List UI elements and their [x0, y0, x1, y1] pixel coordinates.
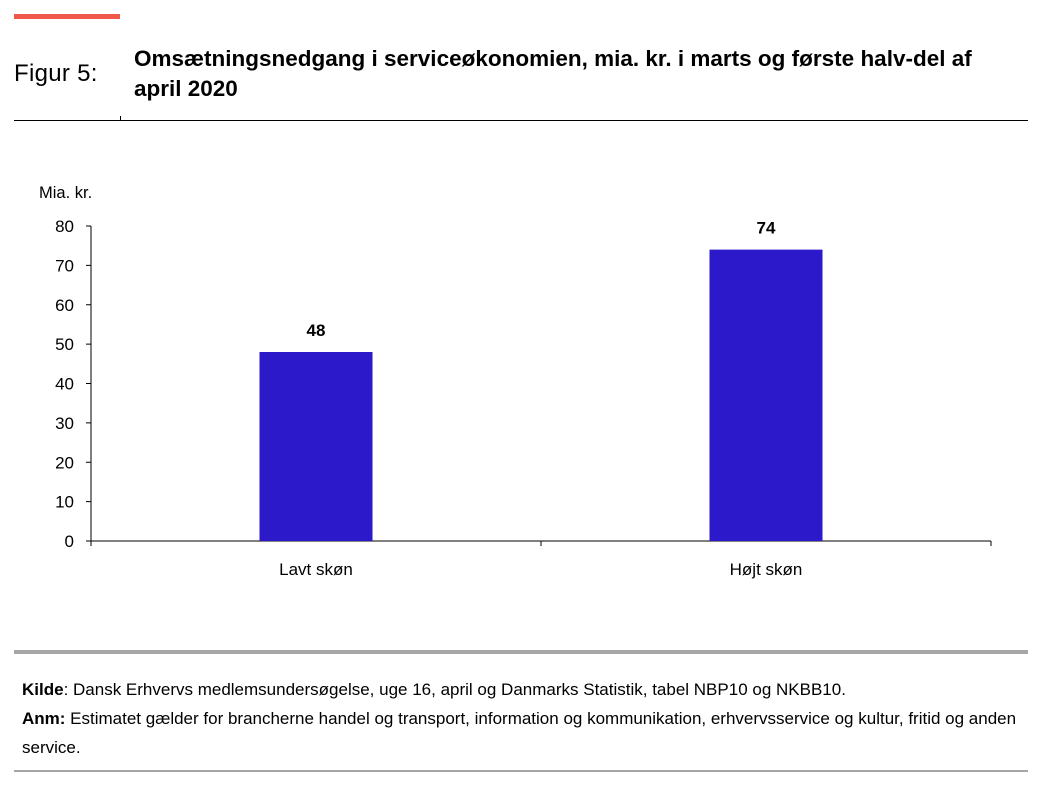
x-tick-label: Lavt skøn — [279, 560, 353, 579]
y-tick-label: 80 — [55, 217, 74, 236]
x-axis — [90, 540, 992, 546]
y-tick-label: 40 — [55, 375, 74, 394]
note-line: Anm: Estimatet gælder for brancherne han… — [22, 704, 1022, 762]
header-divider-tick — [120, 116, 121, 121]
y-tick-label: 60 — [55, 296, 74, 315]
y-tick-label: 20 — [55, 453, 74, 472]
footer-divider-top — [14, 650, 1028, 654]
y-tick-label: 70 — [55, 256, 74, 275]
chart-title: Omsætningsnedgang i serviceøkonomien, mi… — [134, 46, 972, 101]
note-label: Anm: — [22, 709, 66, 728]
data-label: 48 — [307, 321, 326, 340]
x-tick-label: Højt skøn — [730, 560, 803, 579]
y-tick-label: 30 — [55, 414, 74, 433]
source-line: Kilde: Dansk Erhvervs medlemsundersøgels… — [22, 675, 1022, 704]
header-divider — [14, 120, 1028, 121]
footer-divider-bottom — [14, 770, 1028, 772]
source-text: : Dansk Erhvervs medlemsundersøgelse, ug… — [63, 680, 846, 699]
figure-label: Figur 5: — [14, 60, 98, 87]
bar — [709, 249, 823, 541]
data-label: 74 — [757, 219, 776, 238]
footer-notes: Kilde: Dansk Erhvervs medlemsundersøgels… — [22, 675, 1022, 762]
note-text: Estimatet gælder for brancherne handel o… — [22, 709, 1017, 757]
bars — [259, 249, 823, 541]
y-axis: 0 10 20 30 40 50 60 70 80 — [55, 217, 92, 551]
accent-bar — [14, 14, 120, 19]
y-tick-label: 10 — [55, 493, 74, 512]
source-label: Kilde — [22, 680, 64, 699]
bar-chart: Mia. kr. 0 10 20 30 40 50 60 70 80 48 74 Lavt skø… — [39, 184, 992, 579]
data-labels: 48 74 — [307, 219, 776, 340]
x-tick-labels: Lavt skøn Højt skøn — [279, 560, 802, 579]
y-axis-label: Mia. kr. — [39, 184, 92, 202]
y-tick-label: 50 — [55, 335, 74, 354]
bar — [259, 352, 373, 541]
y-tick-label: 0 — [65, 532, 74, 551]
